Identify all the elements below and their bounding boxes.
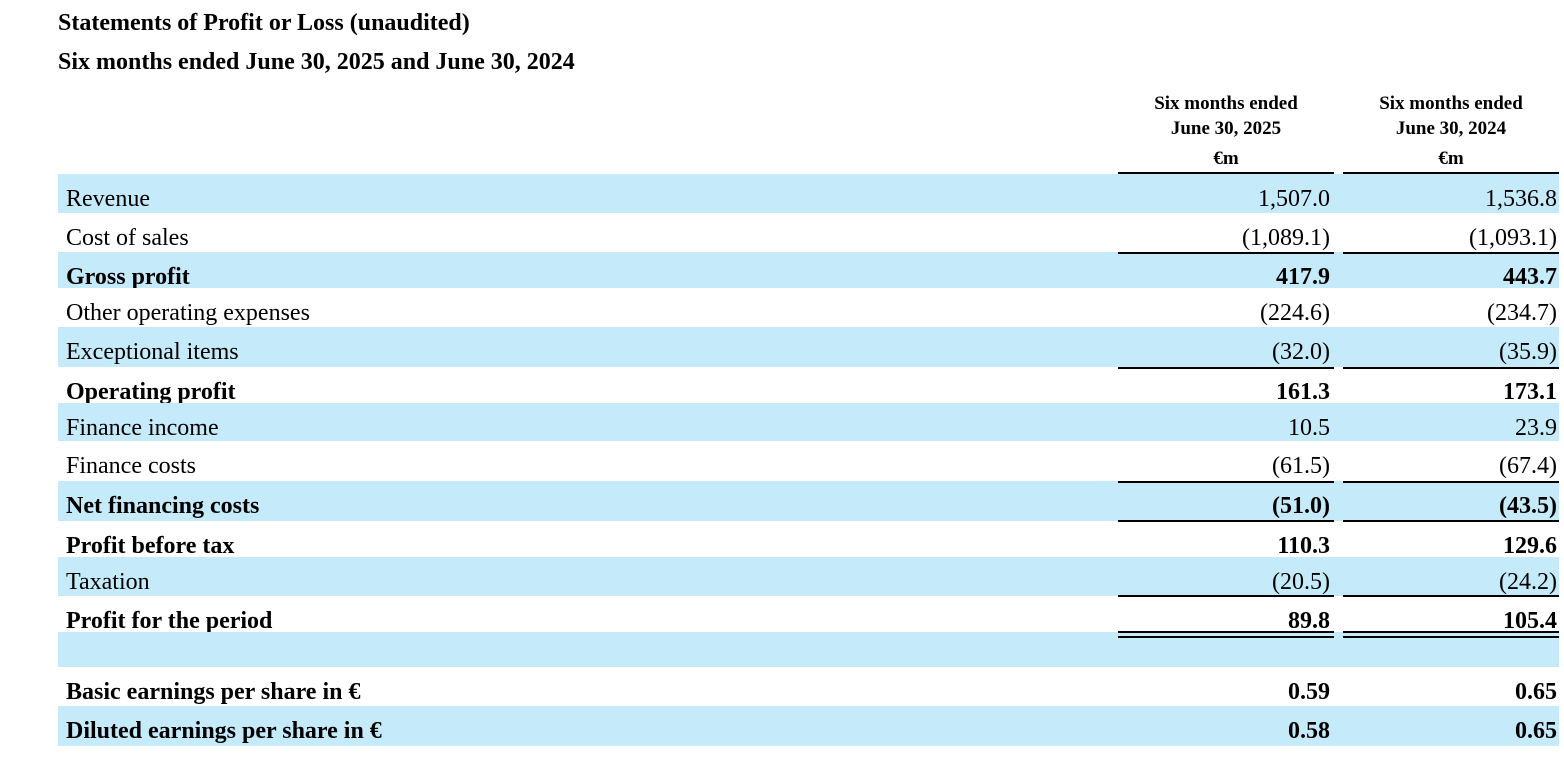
value-2024: (35.9) [1499,339,1557,365]
row-cost-of-sales: Cost of sales (1,089.1) (1,093.1) [58,213,1559,252]
row-label: Revenue [66,186,150,212]
row-finance-costs: Finance costs (61.5) (67.4) [58,441,1559,481]
value-2024: 0.65 [1515,679,1557,705]
row-label: Profit for the period [66,608,273,632]
subtotal-rule [1343,367,1559,369]
total-double-rule [1343,631,1559,633]
row-revenue: Revenue 1,507.0 1,536.8 [58,174,1559,213]
column-unit-2025: €m [1213,148,1239,169]
column-header-line2: June 30, 2024 [1395,118,1507,139]
row-label: Finance income [66,415,219,441]
subtotal-rule [1118,520,1334,522]
subtotal-rule [1118,252,1334,254]
header-rule-2024 [1343,172,1559,174]
row-exceptional-items: Exceptional items (32.0) (35.9) [58,327,1559,367]
row-other-operating-expenses: Other operating expenses (224.6) (234.7) [58,288,1559,327]
column-header-line1: Six months ended [1154,93,1298,114]
header-rule-2025 [1118,172,1334,174]
column-header-line1: Six months ended [1379,93,1523,114]
total-double-rule [1118,636,1334,638]
value-2024: (1,093.1) [1469,225,1557,251]
row-label: Net financing costs [66,493,260,519]
value-2025: (224.6) [1260,300,1330,326]
row-label: Operating profit [66,379,236,403]
value-2024: 105.4 [1503,608,1557,632]
value-2024: (24.2) [1499,569,1557,595]
value-2024: 129.6 [1503,533,1557,557]
value-2024: 0.65 [1515,718,1557,744]
value-2025: 0.59 [1288,679,1330,705]
row-label: Taxation [66,569,150,595]
total-double-rule [1343,636,1559,638]
subtotal-rule [1343,481,1559,483]
value-2025: 417.9 [1276,264,1330,288]
statement-period: Six months ended June 30, 2025 and June … [58,49,575,75]
row-finance-income: Finance income 10.5 23.9 [58,403,1559,441]
row-label: Diluted earnings per share in € [66,718,382,744]
value-2024: 23.9 [1515,415,1557,441]
row-label: Exceptional items [66,339,239,365]
subtotal-rule [1343,595,1559,597]
value-2025: 1,507.0 [1258,186,1330,212]
value-2025: 161.3 [1276,379,1330,403]
total-double-rule [1118,631,1334,633]
column-header-line2: June 30, 2025 [1170,118,1282,139]
subtotal-rule [1343,252,1559,254]
column-header-2024: Six months ended June 30, 2024 [1343,91,1559,141]
row-basic-eps: Basic earnings per share in € 0.59 0.65 [58,667,1559,706]
value-2025: (1,089.1) [1242,225,1330,251]
subtotal-rule [1118,367,1334,369]
subtotal-rule [1343,520,1559,522]
column-unit-2024: €m [1438,148,1464,169]
row-diluted-eps: Diluted earnings per share in € 0.58 0.6… [58,706,1559,746]
value-2025: 0.58 [1288,718,1330,744]
value-2025: 110.3 [1277,533,1330,557]
subtotal-rule [1118,481,1334,483]
value-2025: (20.5) [1272,569,1330,595]
value-2024: (43.5) [1499,493,1557,519]
row-label: Cost of sales [66,225,189,251]
row-label: Other operating expenses [66,300,310,326]
subtotal-rule [1118,595,1334,597]
row-gross-profit: Gross profit 417.9 443.7 [58,252,1559,288]
row-net-financing-costs: Net financing costs (51.0) (43.5) [58,481,1559,521]
value-2024: (234.7) [1487,300,1557,326]
row-label: Finance costs [66,453,196,479]
value-2025: (32.0) [1272,339,1330,365]
value-2025: (51.0) [1272,493,1330,519]
column-header-2025: Six months ended June 30, 2025 [1118,91,1334,141]
value-2024: 173.1 [1503,379,1557,403]
value-2025: 89.8 [1288,608,1330,632]
row-profit-before-tax: Profit before tax 110.3 129.6 [58,521,1559,557]
row-profit-for-the-period: Profit for the period 89.8 105.4 [58,596,1559,632]
value-2024: 443.7 [1503,264,1557,288]
statement-title: Statements of Profit or Loss (unaudited) [58,10,470,36]
value-2024: 1,536.8 [1485,186,1557,212]
row-label: Gross profit [66,264,190,288]
row-operating-profit: Operating profit 161.3 173.1 [58,367,1559,403]
row-label: Basic earnings per share in € [66,679,361,705]
row-label: Profit before tax [66,533,235,557]
row-taxation: Taxation (20.5) (24.2) [58,557,1559,596]
value-2025: 10.5 [1288,415,1330,441]
value-2025: (61.5) [1272,453,1330,479]
value-2024: (67.4) [1499,453,1557,479]
